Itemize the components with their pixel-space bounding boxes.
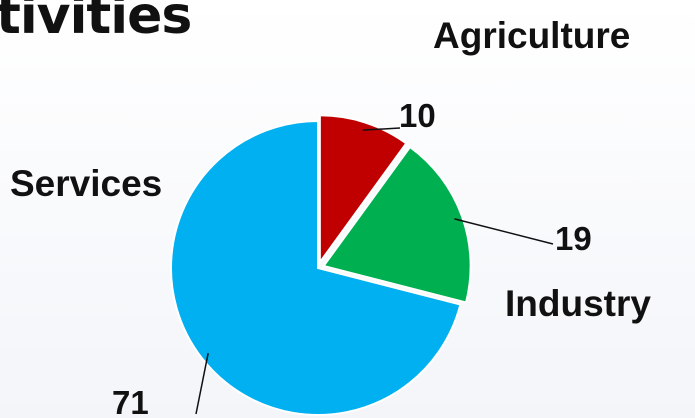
- pie-slice-agriculture: [318, 114, 408, 266]
- leader-line-industry: [454, 218, 554, 245]
- category-label-services: Services: [10, 163, 162, 204]
- leader-line-services: [195, 353, 209, 415]
- leader-line-agriculture: [362, 127, 401, 131]
- pie-slice-industry: [321, 145, 472, 304]
- value-label-services: 71: [112, 384, 149, 418]
- pie-slice-services: [170, 119, 462, 416]
- chart-title: tivities: [0, 0, 192, 46]
- value-label-industry: 19: [555, 220, 592, 257]
- value-label-agriculture: 10: [399, 97, 436, 134]
- category-label-industry: Industry: [505, 283, 651, 324]
- category-label-agriculture: Agriculture: [433, 15, 630, 56]
